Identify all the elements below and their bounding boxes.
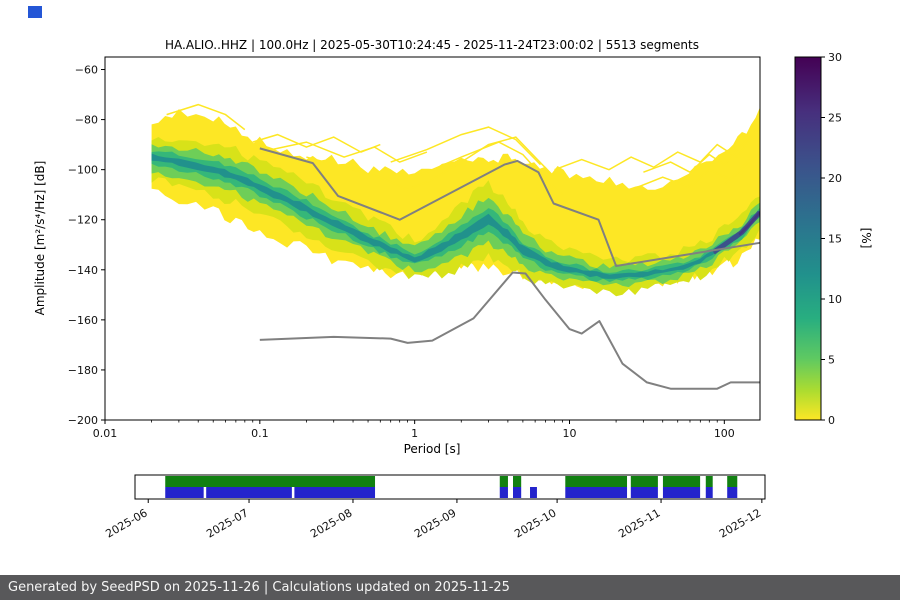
- availability-green-segment: [727, 476, 738, 487]
- y-tick-label: −200: [68, 414, 98, 427]
- colorbar-tick-label: 5: [828, 354, 835, 367]
- y-tick-label: −120: [68, 214, 98, 227]
- month-label: 2025-08: [308, 506, 354, 540]
- x-tick-label: 10: [562, 427, 576, 440]
- psd-trace: [414, 141, 563, 196]
- month-label: 2025-11: [616, 506, 662, 540]
- y-tick-label: −180: [68, 364, 98, 377]
- ppsd-band: [151, 144, 760, 288]
- psd-trace: [723, 151, 760, 186]
- y-tick-label: −160: [68, 314, 98, 327]
- month-label: 2025-12: [717, 506, 763, 540]
- y-axis-label: Amplitude [m²/s⁴/Hz] [dB]: [33, 160, 47, 316]
- footer-bar: Generated by SeedPSD on 2025-11-26 | Cal…: [0, 575, 900, 600]
- heatmap-layer: [151, 103, 760, 297]
- x-axis-label: Period [s]: [403, 442, 461, 456]
- month-label: 2025-06: [103, 506, 149, 540]
- colorbar-label: [%]: [859, 227, 873, 249]
- ppsd-band: [151, 151, 760, 283]
- availability-blue-segment: [662, 487, 701, 498]
- logo-mark: [28, 6, 42, 18]
- colorbar-tick-label: 15: [828, 233, 842, 246]
- colorbar-tick-label: 0: [828, 414, 835, 427]
- availability-blue-segment: [630, 487, 658, 498]
- x-tick-label: 0.01: [93, 427, 118, 440]
- psd-trace: [554, 126, 760, 171]
- availability-blue-segment: [294, 487, 376, 498]
- availability-blue-segment: [513, 487, 522, 498]
- month-label: 2025-07: [204, 506, 250, 540]
- availability-blue-segment: [165, 487, 204, 498]
- colorbar-tick-label: 30: [828, 51, 842, 64]
- x-tick-label: 0.1: [251, 427, 269, 440]
- availability-green-segment: [630, 476, 658, 487]
- colorbar-gradient: [794, 56, 822, 421]
- colorbar-tick-label: 25: [828, 112, 842, 125]
- psd-trace: [306, 136, 556, 191]
- availability-blue-segment: [499, 487, 508, 498]
- psd-trace: [166, 103, 246, 131]
- plot-frame: [104, 56, 761, 421]
- colorbar-tick-label: 20: [828, 172, 842, 185]
- psd-trace: [643, 126, 760, 174]
- x-tick-label: 1: [411, 427, 418, 440]
- month-label: 2025-10: [512, 506, 558, 540]
- availability-green-segment: [513, 476, 522, 487]
- plot-title: HA.ALIO..HHZ | 100.0Hz | 2025-05-30T10:2…: [165, 38, 699, 52]
- y-tick-label: −60: [75, 64, 98, 77]
- noise-model-low-line: [259, 271, 760, 390]
- y-tick-label: −100: [68, 164, 98, 177]
- availability-blue-segment: [530, 487, 537, 498]
- availability-green-segment: [499, 476, 508, 487]
- y-tick-label: −140: [68, 264, 98, 277]
- x-tick-label: 100: [714, 427, 735, 440]
- availability-blue-segment: [206, 487, 292, 498]
- availability-green-segment: [165, 476, 376, 487]
- ppsd-plot-canvas: 0.01 0.1 1 10 100−60−80−100−120−140−160−180−…: [68, 51, 842, 541]
- availability-blue-segment: [705, 487, 713, 498]
- availability-green-segment: [565, 476, 628, 487]
- availability-green-segment: [662, 476, 701, 487]
- noise-model-high-line: [259, 147, 761, 267]
- availability-blue-segment: [565, 487, 628, 498]
- psd-trace: [259, 141, 428, 163]
- colorbar-tick-label: 10: [828, 293, 842, 306]
- ppsd-band: [151, 137, 760, 297]
- y-tick-label: −80: [75, 114, 98, 127]
- ppsd-dense-band-core: [738, 211, 760, 236]
- psd-trace: [390, 126, 542, 166]
- availability-green-segment: [705, 476, 713, 487]
- month-label: 2025-09: [412, 506, 458, 540]
- availability-blue-segment: [727, 487, 738, 498]
